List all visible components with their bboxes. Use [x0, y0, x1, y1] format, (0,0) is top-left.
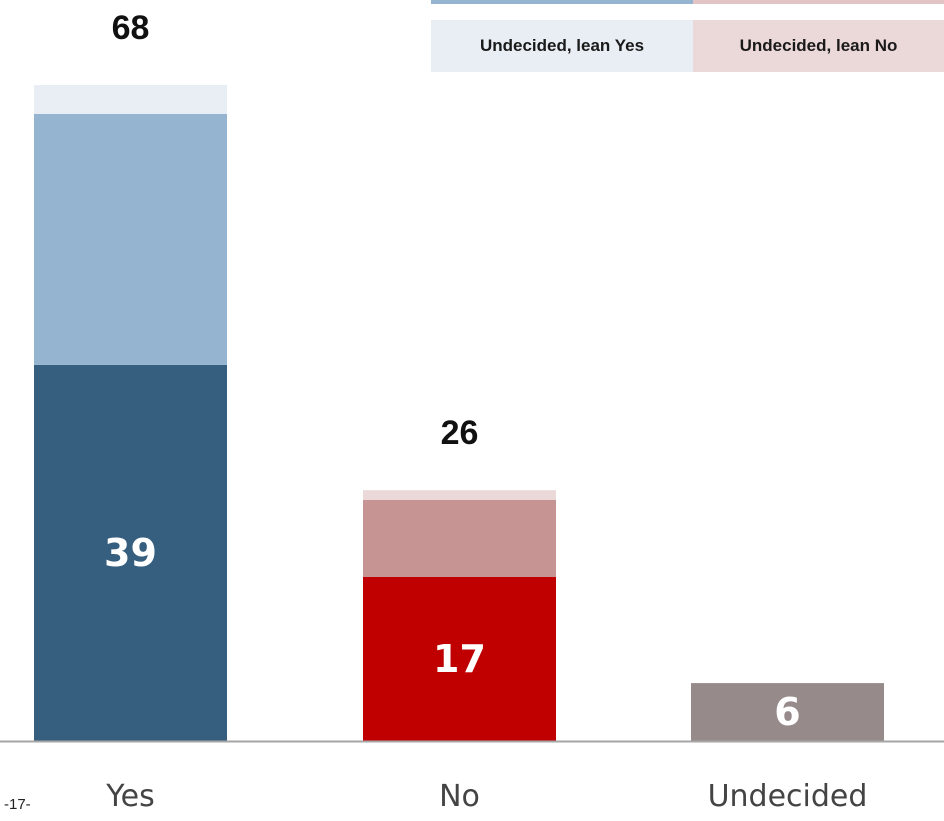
bar-no-segment-2 [363, 490, 556, 500]
legend-item-lean-no: Undecided, lean No [693, 20, 944, 72]
bar-yes-segment-2 [34, 85, 227, 114]
data-label-yes: 39 [104, 531, 157, 575]
data-label-undecided: 6 [774, 690, 800, 734]
bar-no-segment-0 [363, 577, 556, 741]
bar-yes-segment-0 [34, 364, 227, 741]
bar-undecided-segment-0 [691, 683, 884, 741]
category-label-no: No [439, 779, 480, 814]
legend-item-lean-yes: Undecided, lean Yes [431, 20, 693, 72]
legend-bar-lean-no [693, 0, 944, 4]
total-label-yes: 68 [112, 9, 150, 47]
page-number: -17- [4, 796, 31, 813]
total-label-no: 26 [441, 414, 479, 452]
category-label-undecided: Undecided [708, 779, 868, 814]
legend-bar-lean-yes [431, 0, 693, 4]
bar-no-segment-1 [363, 499, 556, 577]
bar-yes-segment-1 [34, 113, 227, 365]
category-label-yes: Yes [105, 779, 154, 814]
data-label-no: 17 [433, 637, 486, 681]
